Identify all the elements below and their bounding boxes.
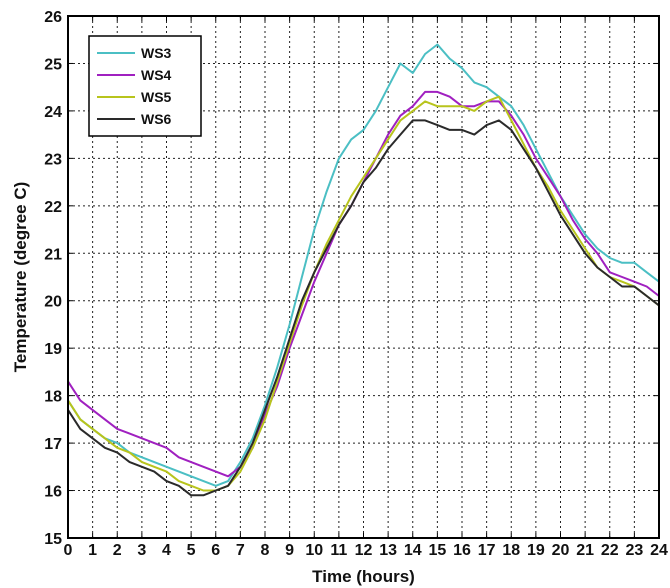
x-tick-label: 8 (261, 542, 270, 559)
x-tick-label: 11 (330, 542, 347, 559)
x-tick-label: 5 (187, 542, 196, 559)
y-tick-label: 19 (44, 341, 62, 358)
series-lines (67, 43, 660, 497)
x-tick-label: 3 (137, 542, 146, 559)
legend-label-ws4: WS4 (141, 67, 172, 83)
x-tick-label: 24 (650, 542, 668, 559)
x-tick-label: 17 (478, 542, 496, 559)
series-line-ws5 (67, 95, 660, 492)
x-tick-label: 2 (113, 542, 122, 559)
legend-label-ws6: WS6 (141, 111, 172, 127)
x-tick-label: 12 (355, 542, 373, 559)
y-tick-label: 26 (44, 9, 62, 26)
x-axis-label: Time (hours) (312, 567, 415, 586)
x-tick-label: 15 (428, 542, 446, 559)
legend: WS3 WS4 WS5 WS6 (88, 35, 202, 137)
x-tick-label: 14 (404, 542, 422, 559)
series-line-ws4 (67, 90, 660, 478)
legend-label-ws5: WS5 (141, 89, 172, 105)
x-tick-label: 23 (625, 542, 643, 559)
y-tick-label: 18 (44, 389, 62, 406)
y-tick-label: 20 (44, 294, 62, 311)
x-tick-label: 0 (64, 542, 73, 559)
x-tick-label: 20 (552, 542, 570, 559)
x-tick-label: 18 (502, 542, 520, 559)
y-tick-label: 25 (44, 56, 62, 73)
x-tick-label: 9 (285, 542, 294, 559)
y-tick-label: 15 (44, 531, 62, 548)
y-axis-label: Temperature (degree C) (11, 182, 30, 373)
y-tick-label: 16 (44, 484, 62, 501)
grid (68, 16, 659, 538)
series-line-ws6 (67, 119, 660, 497)
x-tick-label: 4 (162, 542, 171, 559)
legend-label-ws3: WS3 (141, 45, 172, 61)
y-tick-label: 17 (44, 436, 62, 453)
x-tick-label: 21 (576, 542, 594, 559)
x-tick-label: 6 (211, 542, 220, 559)
y-tick-label: 24 (44, 104, 62, 121)
x-tick-label: 19 (527, 542, 545, 559)
y-tick-label: 23 (44, 151, 62, 168)
y-tick-label: 21 (44, 246, 62, 263)
x-tick-label: 22 (601, 542, 619, 559)
x-tick-label: 16 (453, 542, 471, 559)
x-tick-label: 13 (379, 542, 397, 559)
x-axis-ticks: 0 1 2 3 4 5 6 7 8 9 10 11 12 13 14 15 16 17 18 19 20 21 22 23 24 (64, 16, 668, 559)
x-tick-label: 1 (88, 542, 97, 559)
y-tick-label: 22 (44, 199, 62, 216)
x-tick-label: 10 (305, 542, 323, 559)
y-axis-ticks: 15 16 17 18 19 20 21 22 23 24 25 26 (44, 9, 659, 548)
x-tick-label: 7 (236, 542, 245, 559)
